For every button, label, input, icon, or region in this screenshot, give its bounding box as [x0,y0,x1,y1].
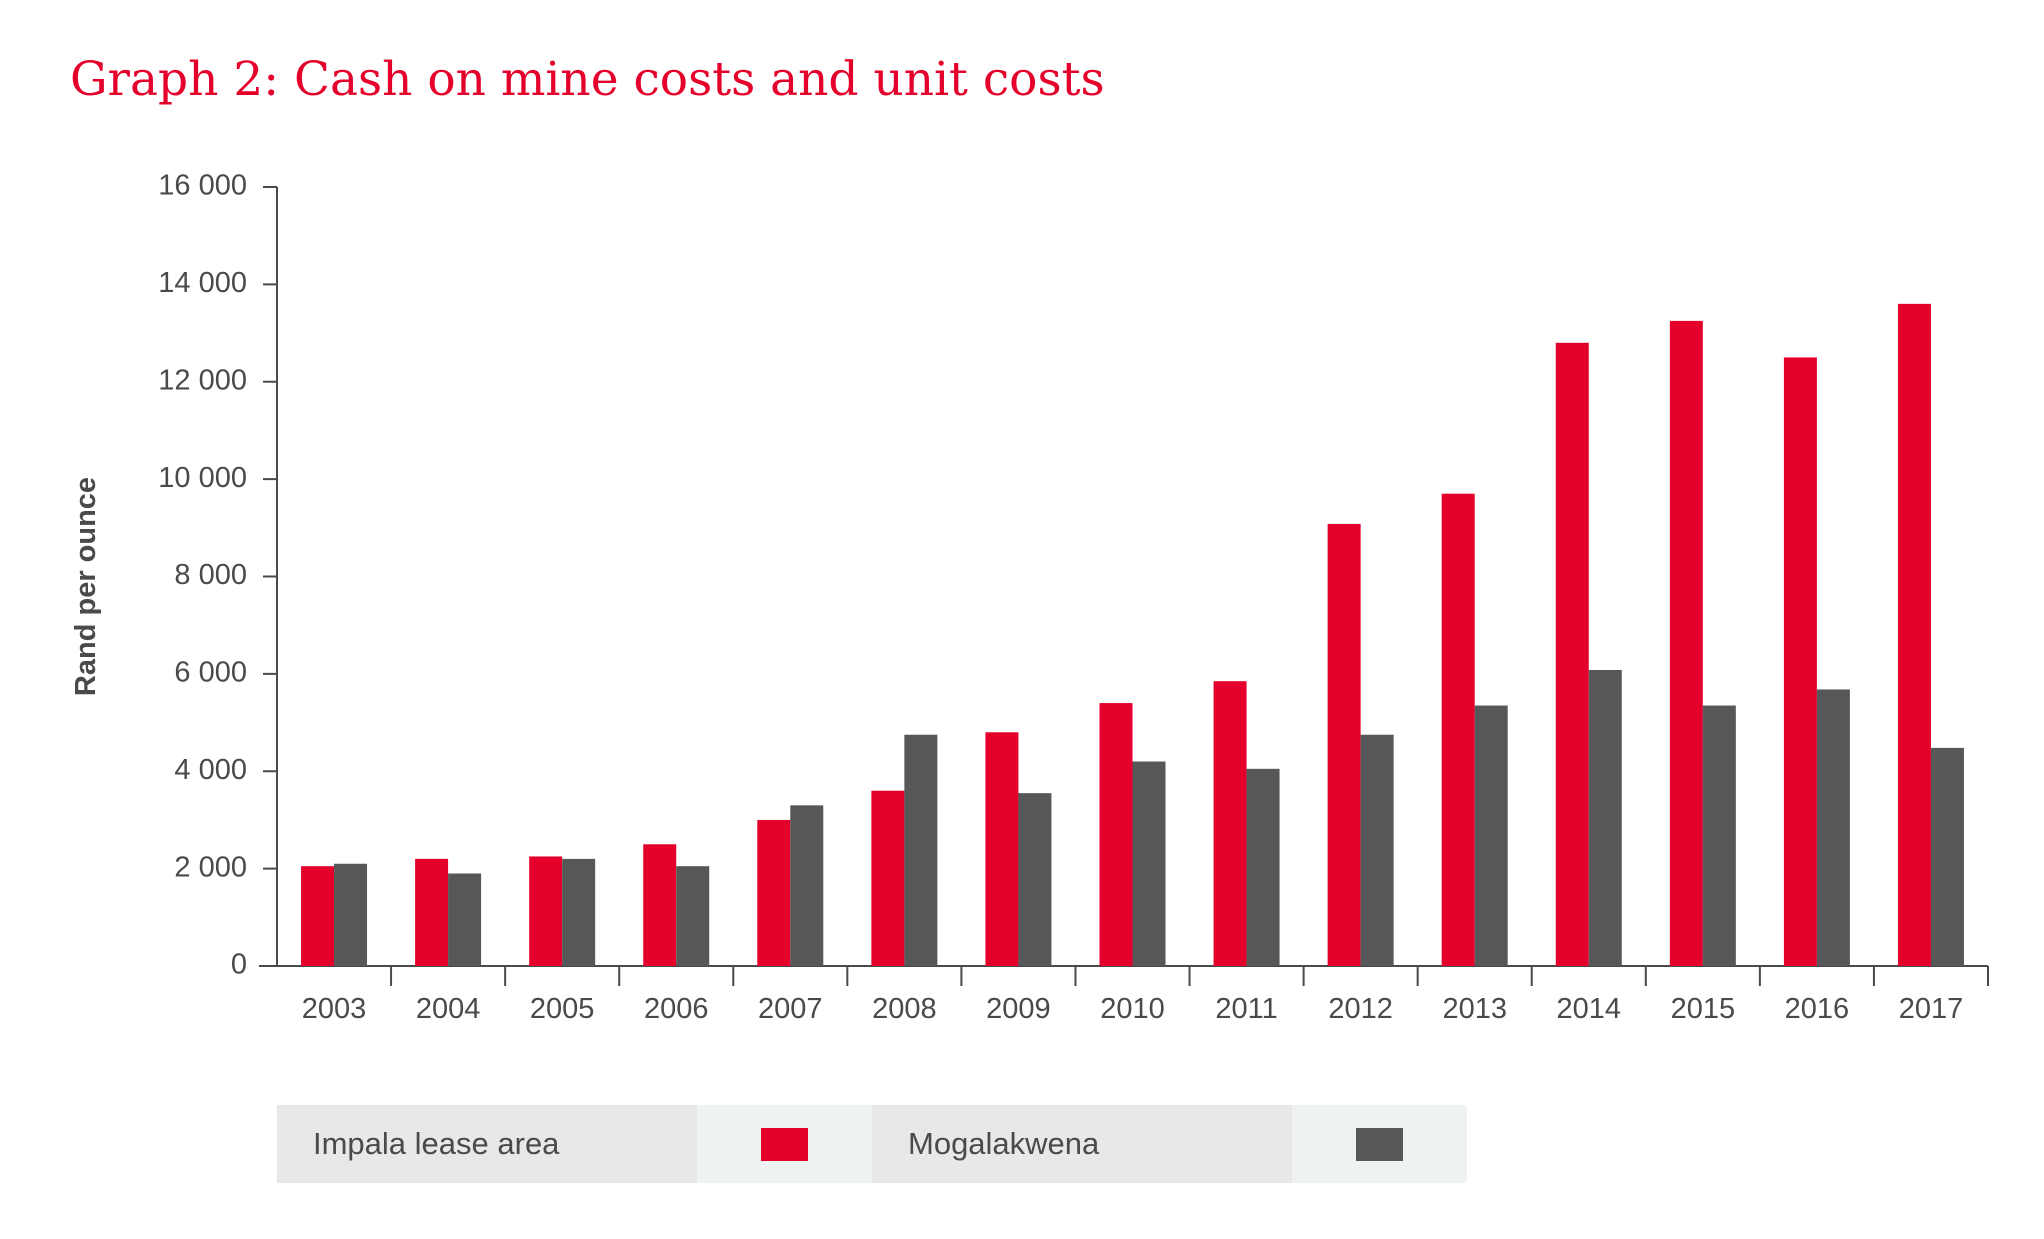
bar-impala [1669,320,1703,966]
bar-chart: 0 2 000 4 000 6 000 8 000 10 000 12 000 14 000 1… [70,170,1989,1025]
y-tick-label: 10 000 [158,462,247,494]
bar-impala [1783,357,1817,966]
bar-mogalakwena [1246,768,1280,966]
y-tick-label: 8 000 [174,559,247,591]
bar-mogalakwena [676,866,710,966]
x-tick-label: 2008 [872,993,937,1025]
bar-mogalakwena [1588,669,1622,966]
bar-impala [1441,493,1475,966]
y-tick-label: 0 [231,949,247,981]
legend-swatch-cell-impala [697,1105,872,1183]
x-tick-label: 2011 [1215,993,1277,1025]
y-tick-label: 6 000 [174,657,247,689]
x-tick-label: 2012 [1328,993,1393,1025]
bar-mogalakwena [1702,705,1736,966]
x-tick-label: 2013 [1442,993,1507,1025]
bar-impala [1327,523,1361,966]
bar-impala [301,866,335,966]
bar-mogalakwena [1018,793,1052,966]
legend-swatch-cell-mogalakwena [1292,1105,1467,1183]
bar-impala [871,790,905,966]
bar-impala [1555,342,1589,966]
bar-impala [1213,681,1247,966]
bar-mogalakwena [790,805,824,966]
legend-label-impala: Impala lease area [277,1105,697,1183]
bar-mogalakwena [562,858,596,966]
x-tick-label: 2004 [416,993,481,1025]
legend-swatch-impala [761,1127,808,1161]
bar-impala [1897,303,1931,967]
legend: Impala lease area Mogalakwena [277,1105,1467,1183]
bar-impala [985,732,1019,966]
bar-mogalakwena [334,863,368,966]
y-tick-label: 2 000 [174,851,247,883]
y-tick-label: 12 000 [158,364,247,396]
bar-impala [529,856,563,966]
x-tick-label: 2010 [1100,993,1165,1025]
bar-mogalakwena [448,873,482,966]
legend-label-mogalakwena: Mogalakwena [872,1105,1292,1183]
legend-swatch-mogalakwena [1356,1127,1403,1161]
x-tick-label: 2015 [1671,993,1736,1025]
bar-impala [757,819,791,966]
x-tick-label: 2003 [302,993,367,1025]
y-tick-label: 16 000 [158,170,247,202]
bar-impala [415,858,449,966]
chart-title: Graph 2: Cash on mine costs and unit cos… [70,52,1105,107]
x-tick-label: 2006 [644,993,709,1025]
y-tick-label: 4 000 [174,754,247,786]
bar-mogalakwena [1474,705,1508,966]
bar-mogalakwena [1132,761,1166,966]
x-tick-label: 2016 [1785,993,1850,1025]
x-tick-label: 2017 [1899,993,1964,1025]
x-tick-label: 2009 [986,993,1051,1025]
x-tick-label: 2007 [758,993,823,1025]
bar-mogalakwena [1930,747,1964,966]
y-tick-label: 14 000 [158,267,247,299]
bar-impala [643,844,677,966]
bar-mogalakwena [1360,734,1394,966]
bar-mogalakwena [1816,689,1850,966]
x-tick-label: 2005 [530,993,595,1025]
y-axis-title: Rand per ounce [70,477,102,696]
bar-impala [1099,703,1133,966]
bar-mogalakwena [904,734,938,966]
x-tick-label: 2014 [1557,993,1622,1025]
